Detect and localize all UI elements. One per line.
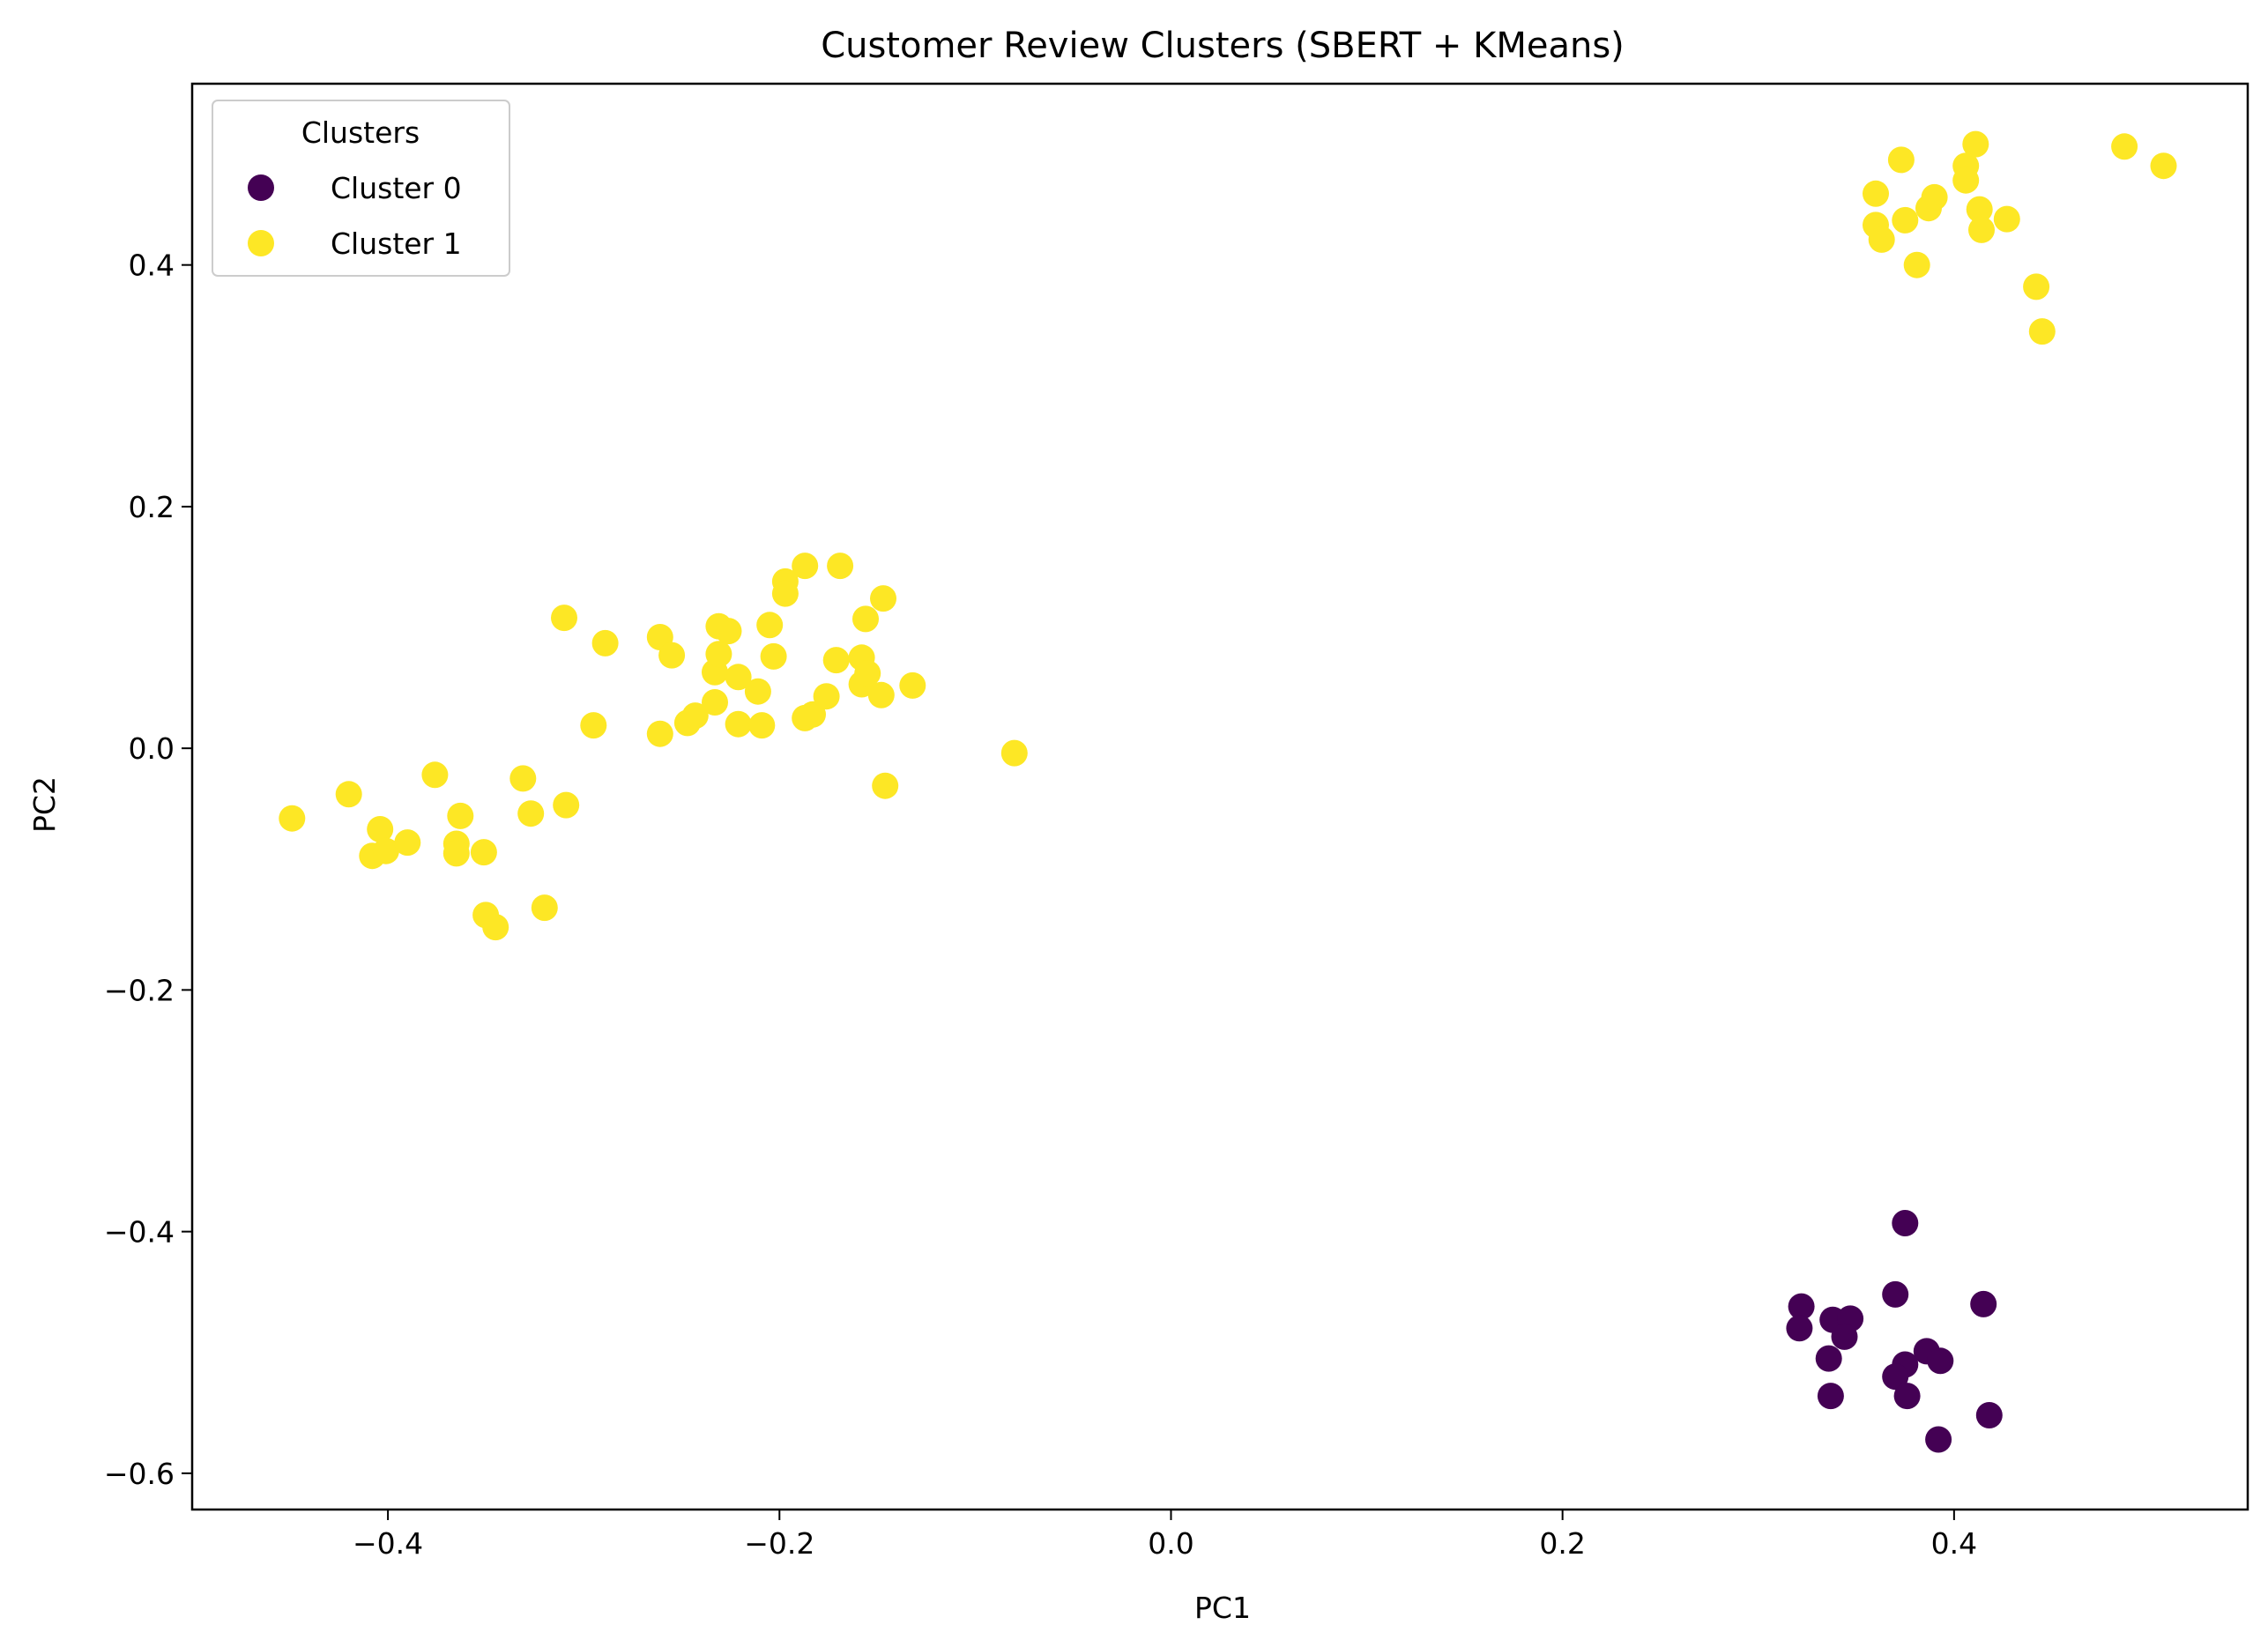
data-point bbox=[517, 800, 545, 827]
data-point bbox=[1962, 130, 1989, 158]
y-tick-label: 0.4 bbox=[129, 249, 175, 283]
series-cluster-0 bbox=[1786, 1210, 2003, 1453]
data-point bbox=[1000, 739, 1028, 767]
axes-frame bbox=[190, 82, 2249, 1511]
legend-label: Cluster 1 bbox=[331, 226, 462, 261]
data-point bbox=[870, 585, 896, 612]
data-point bbox=[1966, 196, 1993, 223]
data-point bbox=[1863, 180, 1889, 207]
data-point bbox=[1815, 1345, 1842, 1372]
data-point bbox=[1970, 1290, 1997, 1317]
data-point bbox=[1868, 226, 1895, 253]
data-point bbox=[470, 839, 497, 866]
data-point bbox=[792, 553, 819, 580]
series-cluster-1 bbox=[279, 130, 2177, 941]
y-tick-label: −0.2 bbox=[104, 973, 175, 1007]
data-point bbox=[1921, 183, 1948, 211]
data-point bbox=[2150, 152, 2177, 180]
data-point bbox=[1975, 1402, 2003, 1428]
data-point bbox=[899, 671, 926, 699]
data-point bbox=[421, 761, 449, 789]
data-point bbox=[442, 840, 470, 867]
data-point bbox=[854, 660, 881, 687]
data-point bbox=[822, 647, 850, 674]
data-point bbox=[553, 791, 580, 819]
data-point bbox=[725, 664, 752, 691]
data-point bbox=[447, 802, 474, 829]
x-tick-label: 0.0 bbox=[1148, 1526, 1193, 1561]
data-point bbox=[744, 678, 771, 705]
data-point bbox=[799, 701, 826, 728]
x-tick-label: 0.2 bbox=[1539, 1526, 1585, 1561]
legend-marker bbox=[248, 174, 274, 201]
data-point bbox=[1952, 167, 1980, 194]
data-point bbox=[1892, 1210, 1919, 1236]
x-axis-label: PC1 bbox=[1194, 1591, 1251, 1625]
data-point bbox=[1887, 146, 1915, 174]
legend-box bbox=[212, 100, 510, 277]
data-point bbox=[1786, 1315, 1813, 1342]
data-point bbox=[852, 605, 879, 633]
y-tick-label: 0.2 bbox=[129, 490, 175, 524]
data-point bbox=[681, 702, 709, 730]
data-point bbox=[367, 816, 394, 842]
legend-label: Cluster 0 bbox=[331, 171, 462, 205]
data-point bbox=[2023, 273, 2050, 300]
data-point bbox=[1925, 1426, 1952, 1453]
data-point bbox=[335, 781, 362, 808]
data-point bbox=[1927, 1347, 1954, 1375]
x-tick-label: −0.4 bbox=[353, 1526, 423, 1561]
data-point bbox=[646, 720, 673, 747]
y-tick-label: −0.6 bbox=[104, 1457, 175, 1491]
y-tick-label: −0.4 bbox=[104, 1215, 175, 1250]
data-point bbox=[1882, 1363, 1909, 1391]
data-point bbox=[760, 642, 787, 670]
x-tick-label: −0.2 bbox=[744, 1526, 814, 1561]
data-point bbox=[1831, 1323, 1858, 1350]
data-point bbox=[580, 712, 607, 739]
legend: Clusters Cluster 0 Cluster 1 bbox=[212, 100, 510, 277]
data-point bbox=[2028, 318, 2056, 345]
data-point bbox=[2111, 133, 2138, 160]
data-point bbox=[509, 765, 537, 792]
data-point bbox=[827, 553, 854, 580]
data-point bbox=[748, 712, 776, 739]
plot-area: −0.4 −0.2 0.0 0.2 0.4 −0.6 −0.4 −0.2 0.0 0.2 0.4 bbox=[104, 82, 2249, 1561]
data-point bbox=[813, 683, 840, 710]
data-point bbox=[658, 642, 686, 669]
data-point bbox=[867, 681, 895, 709]
legend-marker bbox=[248, 230, 274, 256]
data-point bbox=[725, 710, 752, 738]
data-point bbox=[1993, 205, 2020, 233]
data-point bbox=[394, 829, 421, 857]
data-point bbox=[715, 618, 742, 645]
data-point bbox=[1968, 216, 1995, 243]
data-point bbox=[756, 612, 784, 639]
legend-title: Clusters bbox=[301, 115, 420, 150]
y-axis-label: PC2 bbox=[27, 776, 62, 833]
data-point bbox=[482, 914, 509, 941]
data-point bbox=[531, 894, 558, 922]
data-point bbox=[705, 641, 732, 668]
data-point bbox=[771, 580, 799, 607]
data-point bbox=[1892, 206, 1919, 234]
x-tick-label: 0.4 bbox=[1931, 1526, 1977, 1561]
data-point bbox=[872, 772, 899, 799]
y-tick-label: 0.0 bbox=[129, 731, 175, 766]
data-point bbox=[279, 805, 306, 832]
data-point bbox=[1788, 1293, 1815, 1320]
data-point bbox=[702, 689, 728, 716]
data-point bbox=[1893, 1383, 1921, 1410]
data-point bbox=[1903, 251, 1930, 278]
data-point bbox=[551, 605, 577, 632]
data-point bbox=[591, 629, 619, 657]
data-point bbox=[372, 837, 399, 864]
data-point bbox=[1817, 1383, 1844, 1410]
data-point bbox=[1882, 1280, 1909, 1308]
chart-title: Customer Review Clusters (SBERT + KMeans… bbox=[821, 26, 1625, 66]
